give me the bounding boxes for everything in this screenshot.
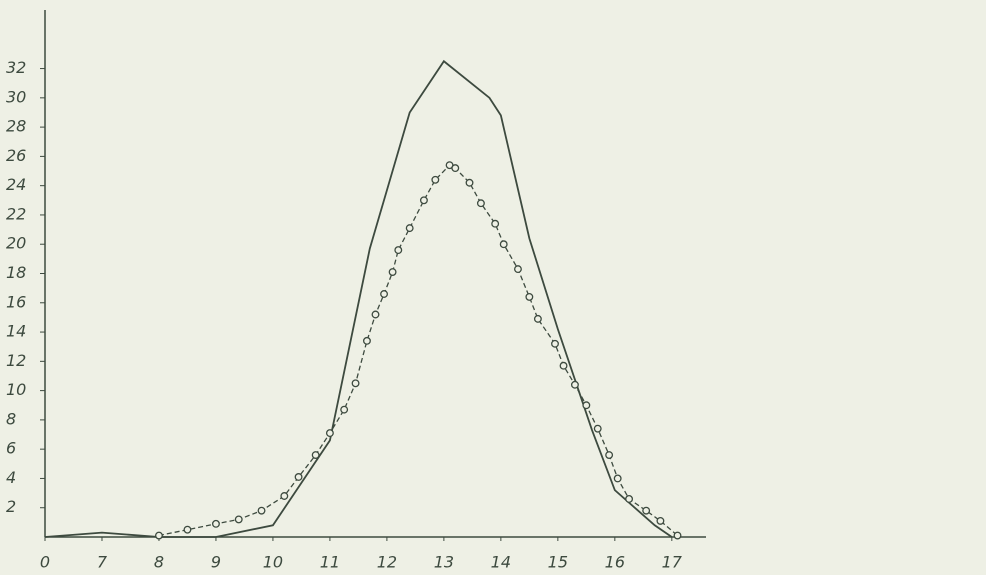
y-tick-label: 32 [6, 58, 26, 77]
x-tick-label: 14 [491, 553, 511, 572]
point [625, 494, 634, 503]
point [388, 268, 397, 276]
point [211, 519, 220, 528]
point [183, 525, 192, 534]
x-tick-label: 13 [434, 553, 454, 572]
y-tick-label: 28 [6, 117, 26, 136]
line [44, 59, 673, 538]
point [234, 515, 243, 524]
point [451, 164, 460, 173]
y-tick-label: 2 [6, 497, 16, 516]
point [431, 175, 440, 184]
y-tick-label: 14 [6, 322, 26, 341]
point [325, 429, 334, 438]
point [465, 178, 474, 187]
point [551, 339, 559, 348]
point [642, 506, 651, 515]
y-tick-label: 8 [6, 409, 16, 428]
point [656, 516, 665, 525]
x-tick-label: 16 [605, 553, 625, 572]
y-tick-label: 10 [6, 380, 26, 399]
y-tick-label: 24 [6, 175, 26, 194]
y-tick-label: 6 [6, 439, 16, 458]
x-tick-label: 15 [548, 553, 568, 572]
point [155, 531, 163, 540]
x-tick-label: 11 [320, 553, 340, 572]
point [371, 310, 380, 319]
point [533, 314, 542, 323]
point [311, 451, 320, 459]
point [525, 292, 534, 301]
point [673, 531, 682, 540]
point [380, 290, 388, 298]
x-tick-label: 7 [97, 553, 108, 572]
x-tick-label: 9 [211, 553, 221, 572]
y-tick-label: 20 [6, 234, 26, 253]
point [257, 506, 266, 515]
x-tick-label: 12 [377, 553, 397, 572]
point [363, 336, 371, 345]
y-tick-label: 18 [6, 263, 26, 282]
point [613, 474, 622, 483]
y-tick-label: 22 [6, 204, 26, 223]
y-tick-label: 4 [6, 468, 16, 487]
point [499, 240, 508, 249]
x-tick-label: 0 [40, 553, 50, 572]
point [340, 405, 349, 414]
point [294, 473, 303, 481]
x-tick-label: 17 [662, 553, 683, 572]
point [605, 451, 614, 459]
point [405, 224, 414, 233]
x-tick-label: 10 [263, 553, 283, 572]
point [593, 424, 602, 433]
point [582, 401, 591, 410]
y-tick-label: 12 [6, 351, 26, 370]
point [514, 265, 522, 274]
point [394, 246, 403, 255]
point [570, 380, 579, 389]
point [280, 492, 289, 500]
y-tick-label: 16 [6, 292, 26, 311]
point [476, 199, 485, 208]
point [419, 196, 428, 205]
y-tick-label: 30 [6, 87, 26, 106]
point [559, 361, 568, 370]
point [351, 379, 360, 388]
y-tick-label: 26 [6, 146, 26, 165]
x-tick-label: 8 [154, 553, 164, 572]
point [491, 219, 500, 228]
